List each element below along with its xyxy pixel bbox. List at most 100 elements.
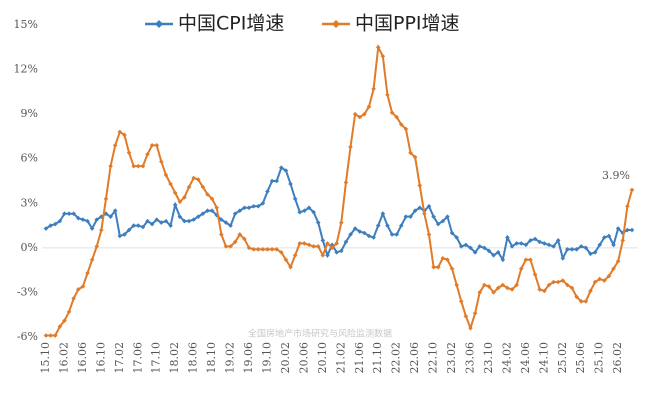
data-point — [339, 248, 344, 254]
data-point — [537, 287, 543, 292]
data-point — [251, 203, 256, 209]
x-tick-label: 22.10 — [427, 342, 440, 374]
data-point — [149, 143, 155, 148]
x-tick-label: 20.10 — [316, 342, 329, 374]
data-point — [71, 296, 76, 301]
y-tick-label: 15% — [14, 18, 38, 31]
y-tick-label: 9% — [21, 107, 38, 120]
data-point — [458, 299, 464, 304]
data-point — [159, 220, 164, 225]
data-point — [398, 223, 404, 228]
data-point — [463, 242, 469, 248]
data-point — [177, 199, 183, 205]
data-point — [57, 324, 63, 329]
data-point — [122, 232, 127, 237]
data-point — [135, 223, 141, 228]
data-point — [89, 257, 95, 263]
x-tick-label: 24.10 — [537, 342, 550, 374]
data-point — [168, 223, 173, 228]
data-point — [366, 233, 372, 239]
x-tick-label: 25.06 — [574, 342, 587, 374]
data-point — [140, 163, 146, 169]
data-point — [523, 257, 529, 263]
data-point — [574, 247, 579, 252]
data-point — [75, 215, 81, 221]
data-point — [380, 53, 386, 59]
x-tick-label: 23.02 — [445, 342, 458, 374]
data-point — [112, 143, 118, 148]
data-point — [182, 195, 187, 200]
data-point — [606, 233, 612, 239]
data-point — [417, 183, 423, 188]
data-point — [505, 285, 510, 291]
x-tick-label: 20.02 — [279, 342, 292, 374]
data-point — [500, 282, 506, 288]
data-point — [205, 192, 210, 197]
data-point — [528, 257, 533, 263]
data-point — [89, 226, 95, 231]
data-point — [518, 241, 524, 246]
data-point — [48, 333, 53, 338]
data-point — [486, 284, 492, 289]
data-point — [569, 285, 575, 291]
data-point — [357, 229, 363, 234]
data-point — [209, 196, 215, 202]
data-point — [454, 282, 459, 288]
data-point — [315, 244, 321, 249]
data-point — [94, 217, 100, 222]
data-point — [334, 250, 339, 255]
data-point — [389, 110, 395, 115]
data-point — [48, 223, 53, 228]
data-point — [159, 159, 164, 164]
data-point — [154, 217, 160, 222]
data-point — [449, 266, 455, 271]
data-point — [246, 205, 252, 211]
data-point — [362, 230, 367, 236]
data-point — [292, 196, 298, 202]
data-point — [320, 252, 326, 258]
x-tick-label: 25.10 — [593, 342, 606, 374]
data-point — [103, 196, 109, 202]
x-tick-label: 19.02 — [224, 342, 237, 374]
data-point — [149, 221, 155, 227]
data-point — [288, 181, 293, 187]
data-point — [228, 223, 233, 228]
x-tick-label: 21.10 — [371, 342, 384, 374]
data-point — [620, 238, 626, 243]
y-tick-label: 12% — [14, 63, 38, 76]
y-tick-label: 3% — [21, 196, 38, 209]
data-point — [403, 214, 409, 219]
data-point — [154, 143, 160, 148]
data-point — [325, 252, 330, 258]
data-point — [546, 242, 552, 248]
data-point — [122, 132, 127, 138]
data-point — [583, 245, 589, 251]
data-point — [182, 218, 187, 224]
data-point — [168, 181, 173, 187]
data-point — [629, 187, 635, 193]
data-point — [343, 239, 349, 245]
x-tick-label: 23.06 — [464, 342, 477, 374]
data-point — [523, 242, 529, 248]
data-point — [394, 232, 399, 237]
data-point — [172, 202, 178, 208]
annotation: 3.9% — [602, 169, 630, 182]
data-point — [265, 247, 270, 252]
data-point — [412, 154, 418, 160]
x-tick-label: 22.02 — [390, 342, 403, 374]
data-point — [546, 282, 552, 288]
data-point — [145, 218, 150, 224]
data-point — [477, 244, 483, 249]
data-point — [260, 247, 266, 252]
data-point — [237, 208, 243, 214]
data-point — [209, 208, 215, 214]
data-point — [348, 144, 353, 150]
data-point — [186, 184, 192, 190]
data-point — [500, 257, 506, 263]
data-point — [555, 238, 561, 243]
data-point — [274, 178, 280, 184]
data-point — [292, 252, 298, 258]
data-point — [320, 238, 326, 243]
data-point — [329, 245, 335, 251]
